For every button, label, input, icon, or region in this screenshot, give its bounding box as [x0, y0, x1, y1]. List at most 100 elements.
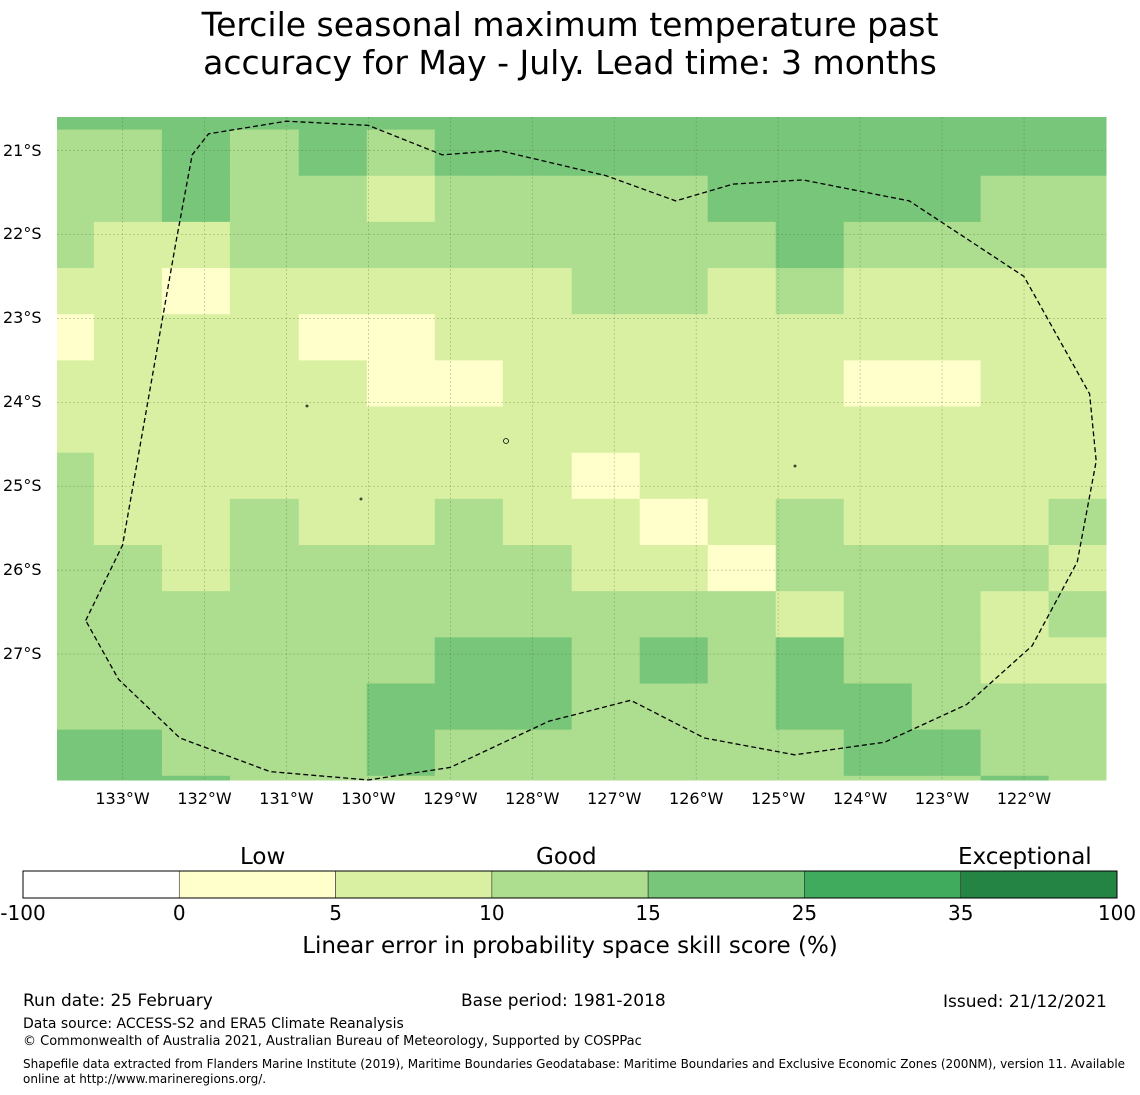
skill-cell	[571, 775, 641, 781]
skill-cell	[366, 452, 436, 500]
skill-cell	[571, 729, 641, 777]
skill-cell	[911, 117, 982, 131]
skill-cell	[639, 175, 709, 223]
skill-cell	[502, 360, 573, 408]
colorbar-label: Linear error in probability space skill …	[302, 933, 838, 959]
skill-cell	[1048, 221, 1107, 269]
skill-cell	[229, 314, 300, 361]
skill-cell	[980, 406, 1050, 454]
colorbar-tick-label: 25	[791, 901, 818, 925]
skill-cell	[57, 452, 95, 500]
skill-cell	[1048, 452, 1107, 500]
longitude-label: 128°W	[505, 789, 560, 808]
skill-cell	[639, 117, 709, 131]
skill-cell	[57, 314, 95, 361]
skill-cell	[707, 729, 777, 777]
colorbar-segment	[804, 870, 962, 899]
skill-cell	[366, 498, 436, 546]
skill-cell	[161, 545, 231, 592]
colorbar-tick-label: 100	[1097, 901, 1137, 925]
skill-cell	[298, 452, 368, 500]
skill-cell	[775, 117, 845, 131]
skill-cell	[1048, 129, 1107, 177]
skill-cell	[502, 406, 573, 454]
skill-cell	[434, 221, 504, 269]
skill-cell	[161, 117, 231, 131]
colorbar-frame	[22, 870, 1118, 899]
colorbar-segment	[647, 870, 805, 899]
skill-cell	[911, 314, 982, 361]
skill-cell	[1048, 268, 1107, 315]
skill-cell	[911, 129, 982, 177]
colorbar-tick-label: -100	[0, 901, 46, 925]
skill-cell	[298, 591, 368, 638]
skill-cell	[366, 637, 436, 684]
skill-cell	[434, 175, 504, 223]
skill-cell	[980, 221, 1050, 269]
skill-cell	[57, 591, 95, 638]
colorbar-category-exceptional: Exceptional	[958, 844, 1092, 870]
skill-cell	[298, 314, 368, 361]
skill-cell	[707, 360, 777, 408]
skill-cell	[980, 729, 1050, 777]
skill-cell	[93, 360, 163, 408]
skill-cell	[1048, 637, 1107, 684]
skill-cell	[434, 591, 504, 638]
skill-cell	[161, 406, 231, 454]
skill-cell	[434, 545, 504, 592]
skill-cell	[366, 268, 436, 315]
skill-cell	[843, 117, 913, 131]
skill-cell	[843, 360, 913, 408]
colorbar-tick-label: 0	[172, 901, 186, 925]
latitude-label: 25°S	[3, 476, 42, 496]
skill-cell	[434, 452, 504, 500]
skill-cell	[93, 452, 163, 500]
longitude-label: 131°W	[259, 789, 314, 808]
colorbar-category-low: Low	[240, 844, 286, 870]
skill-cell	[93, 129, 163, 177]
skill-cell	[571, 406, 641, 454]
skill-cell	[571, 637, 641, 684]
skill-cell	[843, 545, 913, 592]
skill-cell	[57, 637, 95, 684]
skill-cell	[571, 498, 641, 546]
skill-cell	[911, 775, 982, 781]
skill-cell	[639, 637, 709, 684]
skill-cell	[161, 129, 231, 177]
eez-boundary	[85, 120, 1097, 781]
skill-cell	[366, 175, 436, 223]
skill-cell	[298, 221, 368, 269]
skill-cell	[707, 117, 777, 131]
skill-cell	[571, 591, 641, 638]
skill-cell	[639, 775, 709, 781]
skill-cell	[707, 406, 777, 454]
skill-cell	[843, 406, 913, 454]
skill-cell	[93, 729, 163, 777]
skill-cell	[1048, 591, 1107, 638]
island-outlines	[305, 404, 797, 501]
skill-cell	[57, 129, 95, 177]
skill-cell	[639, 314, 709, 361]
skill-cell	[229, 452, 300, 500]
skill-cell	[502, 637, 573, 684]
skill-cell	[775, 360, 845, 408]
colorbar-segment	[491, 870, 649, 899]
skill-cell	[93, 175, 163, 223]
skill-cell	[980, 360, 1050, 408]
skill-cell	[93, 268, 163, 315]
skill-cell	[775, 221, 845, 269]
skill-cell	[1048, 729, 1107, 777]
skill-cell	[843, 452, 913, 500]
shapefile-note: Shapefile data extracted from Flanders M…	[23, 1057, 1126, 1086]
skill-cell	[93, 683, 163, 731]
skill-cell	[980, 498, 1050, 546]
skill-cell	[229, 129, 300, 177]
skill-cell	[366, 360, 436, 408]
skill-cell	[161, 452, 231, 500]
skill-cell	[502, 729, 573, 777]
skill-cell	[707, 637, 777, 684]
skill-cell	[980, 683, 1050, 731]
skill-cell	[775, 175, 845, 223]
skill-cell	[366, 129, 436, 177]
skill-cell	[434, 117, 504, 131]
